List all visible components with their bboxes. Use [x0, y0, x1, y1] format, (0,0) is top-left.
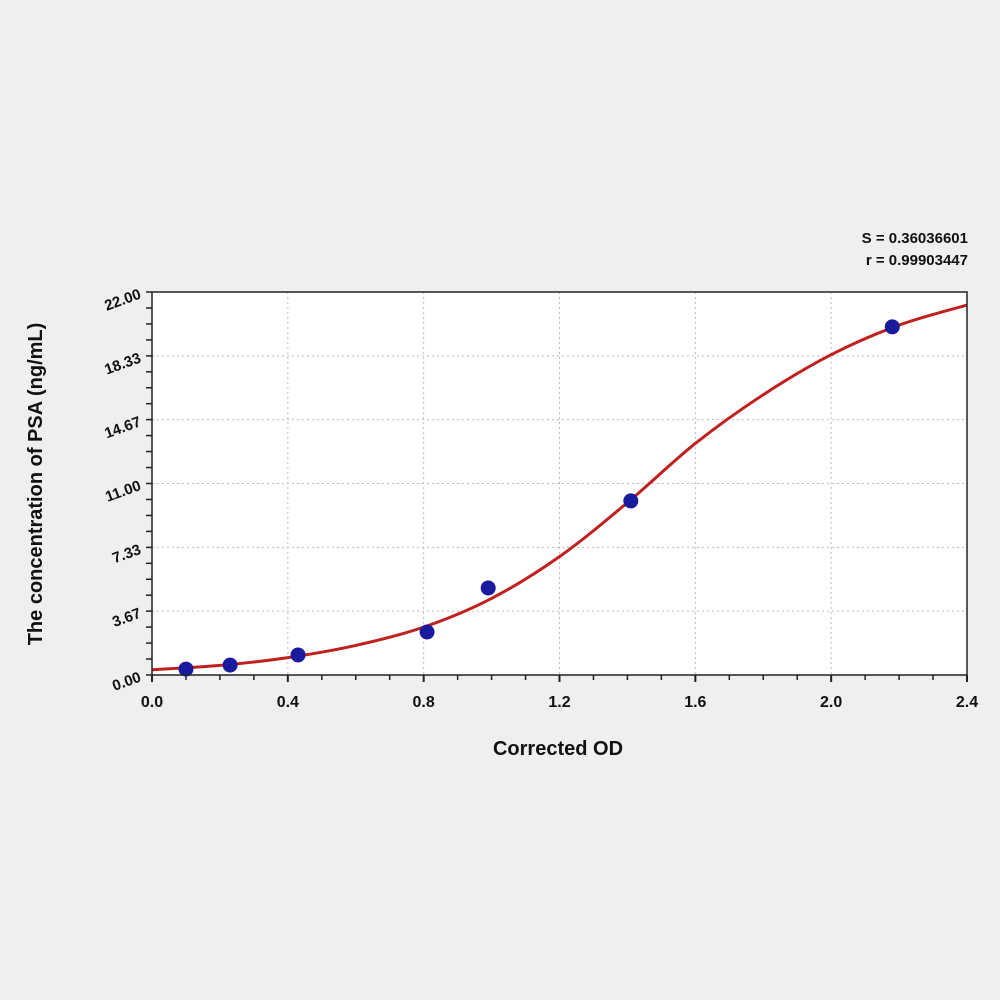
y-tick-label: 14.67	[102, 413, 143, 442]
data-point	[290, 647, 306, 663]
x-tick-label: 0.4	[277, 694, 299, 711]
data-point	[419, 624, 435, 640]
x-tick-label: 2.0	[820, 694, 842, 711]
y-axis-label: The concentration of PSA (ng/mL)	[25, 323, 47, 646]
y-tick-label: 22.00	[102, 286, 143, 315]
data-point	[480, 580, 496, 596]
y-tick-label: 3.67	[110, 605, 143, 631]
x-tick-label: 0.0	[141, 694, 163, 711]
data-point	[222, 657, 238, 673]
x-tick-label: 0.8	[413, 694, 435, 711]
s-annotation: S = 0.36036601	[861, 230, 968, 247]
r-annotation: r = 0.99903447	[865, 252, 968, 269]
data-point	[884, 319, 900, 335]
x-tick-label: 1.2	[548, 694, 570, 711]
y-tick-label: 18.33	[102, 350, 143, 379]
y-tick-label: 11.00	[103, 477, 143, 506]
data-point	[623, 493, 639, 509]
data-point	[178, 661, 194, 677]
fit-curve	[151, 303, 968, 672]
y-tick-label: 0.00	[110, 669, 143, 695]
x-axis-label: Corrected OD	[493, 738, 623, 760]
x-tick-label: 1.6	[684, 694, 706, 711]
y-tick-label: 7.33	[110, 541, 143, 567]
plot-frame	[151, 291, 968, 676]
x-tick-label: 2.4	[956, 694, 978, 711]
